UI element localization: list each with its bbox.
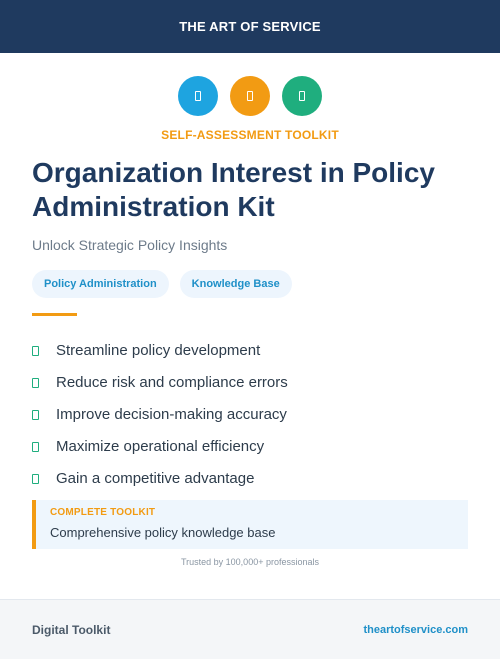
feature-text: Maximize operational efficiency bbox=[56, 437, 265, 455]
subtitle: Unlock Strategic Policy Insights bbox=[32, 237, 228, 253]
list-item: Reduce risk and compliance errors bbox=[32, 366, 288, 398]
icon-row bbox=[0, 76, 500, 116]
footer-label: Digital Toolkit bbox=[32, 622, 111, 637]
tag-policy-administration: Policy Administration bbox=[32, 270, 169, 298]
feature-list: Streamline policy development Reduce ris… bbox=[32, 334, 288, 494]
footer-bar: Digital Toolkit theartofservice.com bbox=[0, 599, 500, 659]
list-item: Streamline policy development bbox=[32, 334, 288, 366]
check-icon bbox=[32, 441, 39, 452]
feature-text: Improve decision-making accuracy bbox=[56, 405, 287, 423]
document-icon bbox=[230, 76, 270, 116]
callout-text: Comprehensive policy knowledge base bbox=[50, 525, 276, 540]
tag-list: Policy Administration Knowledge Base bbox=[32, 270, 292, 298]
document-icon bbox=[178, 76, 218, 116]
check-icon bbox=[32, 377, 39, 388]
page-title: Organization Interest in Policy Administ… bbox=[32, 157, 435, 222]
feature-text: Reduce risk and compliance errors bbox=[56, 373, 288, 391]
list-item: Improve decision-making accuracy bbox=[32, 398, 288, 430]
feature-text: Gain a competitive advantage bbox=[56, 469, 255, 487]
brand-name: THE ART OF SERVICE bbox=[179, 19, 321, 34]
list-item: Maximize operational efficiency bbox=[32, 430, 288, 462]
website-link[interactable]: theartofservice.com bbox=[363, 623, 468, 636]
callout-label: COMPLETE TOOLKIT bbox=[50, 507, 156, 518]
feature-text: Streamline policy development bbox=[56, 341, 261, 359]
list-item: Gain a competitive advantage bbox=[32, 462, 288, 494]
check-icon bbox=[32, 409, 39, 420]
check-icon bbox=[32, 473, 39, 484]
document-icon bbox=[282, 76, 322, 116]
tag-knowledge-base: Knowledge Base bbox=[179, 270, 292, 298]
check-icon bbox=[32, 345, 39, 356]
header-bar: THE ART OF SERVICE bbox=[0, 0, 500, 53]
accent-divider bbox=[32, 313, 77, 316]
toolkit-callout: COMPLETE TOOLKIT Comprehensive policy kn… bbox=[32, 500, 468, 549]
trusted-note: Trusted by 100,000+ professionals bbox=[180, 557, 319, 567]
kicker-label: SELF-ASSESSMENT TOOLKIT bbox=[161, 128, 339, 142]
